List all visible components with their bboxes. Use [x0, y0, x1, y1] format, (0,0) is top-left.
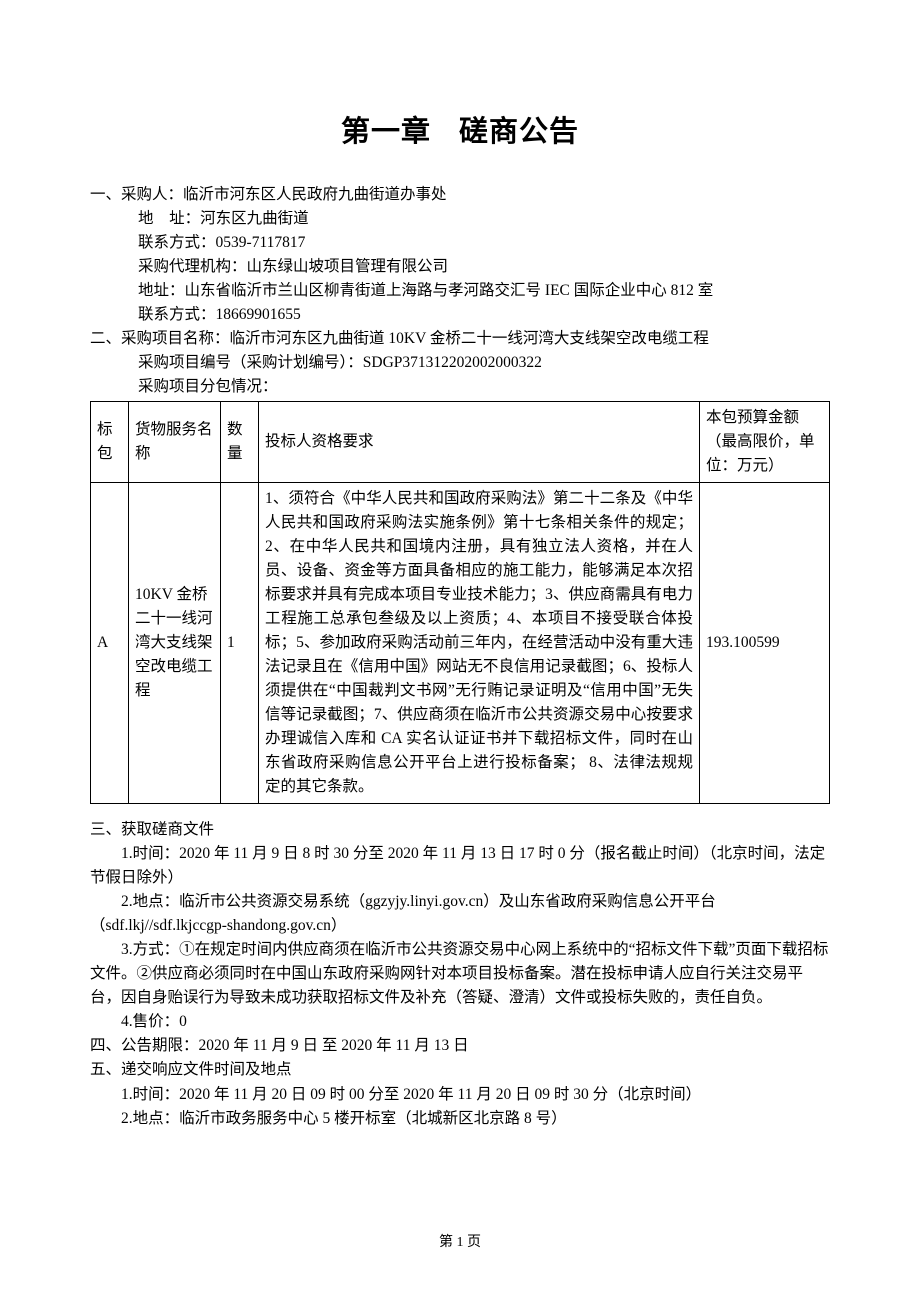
section4-heading: 四、公告期限：2020 年 11 月 9 日 至 2020 年 11 月 13 …: [90, 1034, 830, 1058]
col-header-budget: 本包预算金额（最高限价，单位：万元）: [700, 402, 830, 483]
chapter-name: 磋商公告: [459, 116, 579, 148]
col-header-package: 标包: [91, 402, 129, 483]
address-value: 址：河东区九曲街道: [169, 210, 309, 227]
cell-budget: 193.100599: [700, 483, 830, 804]
page-number: 第 1 页: [439, 1235, 481, 1250]
section1-address: 地址：河东区九曲街道: [90, 207, 830, 231]
section5-item1: 1.时间：2020 年 11 月 20 日 09 时 00 分至 2020 年 …: [90, 1083, 830, 1107]
address-label: 地: [138, 210, 154, 227]
section1-heading: 一、采购人：临沂市河东区人民政府九曲街道办事处: [90, 183, 830, 207]
section3-item3: 3.方式：①在规定时间内供应商须在临沂市公共资源交易中心网上系统中的“招标文件下…: [90, 938, 830, 1010]
col-header-qty: 数量: [221, 402, 259, 483]
section2-project-no: 采购项目编号（采购计划编号）：SDGP371312202002000322: [90, 351, 830, 375]
col-header-name: 货物服务名称: [129, 402, 221, 483]
section1-agency-address: 地址：山东省临沂市兰山区柳青街道上海路与孝河路交汇号 IEC 国际企业中心 81…: [90, 279, 830, 303]
section2-package-intro: 采购项目分包情况：: [90, 375, 830, 399]
section3-heading: 三、获取磋商文件: [90, 818, 830, 842]
cell-package: A: [91, 483, 129, 804]
section5-heading: 五、递交响应文件时间及地点: [90, 1058, 830, 1082]
chapter-number: 第一章: [341, 116, 431, 148]
cell-qty: 1: [221, 483, 259, 804]
table-header-row: 标包 货物服务名称 数量 投标人资格要求 本包预算金额（最高限价，单位：万元）: [91, 402, 830, 483]
section1-agency-contact: 联系方式：18669901655: [90, 303, 830, 327]
table-row: A 10KV 金桥二十一线河湾大支线架空改电缆工程 1 1、须符合《中华人民共和…: [91, 483, 830, 804]
section3-item4: 4.售价：0: [90, 1010, 830, 1034]
section5-item2: 2.地点：临沂市政务服务中心 5 楼开标室（北城新区北京路 8 号）: [90, 1107, 830, 1131]
chapter-title: 第一章磋商公告: [90, 110, 830, 155]
cell-requirements: 1、须符合《中华人民共和国政府采购法》第二十二条及《中华人民共和国政府采购法实施…: [259, 483, 700, 804]
col-header-requirements: 投标人资格要求: [259, 402, 700, 483]
section1-agency: 采购代理机构：山东绿山坡项目管理有限公司: [90, 255, 830, 279]
package-table: 标包 货物服务名称 数量 投标人资格要求 本包预算金额（最高限价，单位：万元） …: [90, 401, 830, 804]
page-footer: 第 1 页: [0, 1232, 920, 1254]
section2-heading: 二、采购项目名称：临沂市河东区九曲街道 10KV 金桥二十一线河湾大支线架空改电…: [90, 327, 830, 351]
section1-contact: 联系方式：0539-7117817: [90, 231, 830, 255]
cell-name: 10KV 金桥二十一线河湾大支线架空改电缆工程: [129, 483, 221, 804]
section3-item1: 1.时间：2020 年 11 月 9 日 8 时 30 分至 2020 年 11…: [90, 842, 830, 890]
section3-item2: 2.地点：临沂市公共资源交易系统（ggzyjy.linyi.gov.cn）及山东…: [90, 890, 830, 938]
